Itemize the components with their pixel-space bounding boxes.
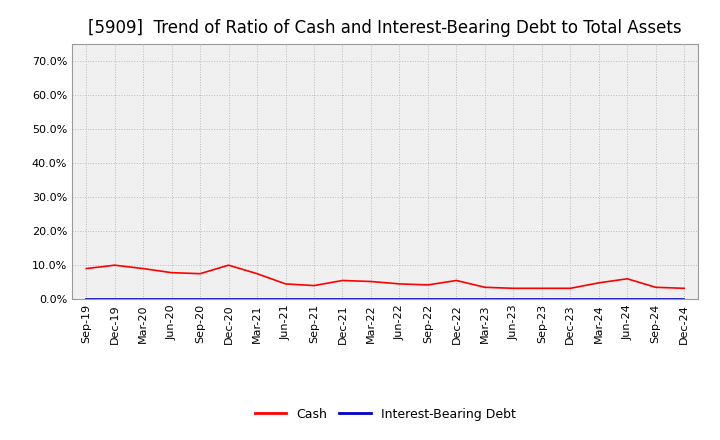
Cash (623, 276, 631, 282)
Interest-Bearing Debt (225, 297, 233, 302)
Interest-Bearing Debt (253, 297, 261, 302)
Cash (167, 270, 176, 275)
Cash (537, 286, 546, 291)
Interest-Bearing Debt (338, 297, 347, 302)
Interest-Bearing Debt (595, 297, 603, 302)
Cash (366, 279, 375, 284)
Interest-Bearing Debt (480, 297, 489, 302)
Interest-Bearing Debt (196, 297, 204, 302)
Cash (139, 266, 148, 271)
Interest-Bearing Debt (366, 297, 375, 302)
Interest-Bearing Debt (623, 297, 631, 302)
Interest-Bearing Debt (509, 297, 518, 302)
Interest-Bearing Debt (395, 297, 404, 302)
Interest-Bearing Debt (652, 297, 660, 302)
Cash (196, 271, 204, 276)
Cash (423, 282, 432, 288)
Cash (395, 281, 404, 286)
Interest-Bearing Debt (110, 297, 119, 302)
Interest-Bearing Debt (452, 297, 461, 302)
Cash (509, 286, 518, 291)
Interest-Bearing Debt (310, 297, 318, 302)
Cash (253, 271, 261, 276)
Cash (566, 286, 575, 291)
Cash (225, 263, 233, 268)
Title: [5909]  Trend of Ratio of Cash and Interest-Bearing Debt to Total Assets: [5909] Trend of Ratio of Cash and Intere… (89, 19, 682, 37)
Interest-Bearing Debt (537, 297, 546, 302)
Cash (452, 278, 461, 283)
Cash (310, 283, 318, 288)
Cash (282, 281, 290, 286)
Interest-Bearing Debt (680, 297, 688, 302)
Line: Cash: Cash (86, 265, 684, 288)
Interest-Bearing Debt (282, 297, 290, 302)
Cash (652, 285, 660, 290)
Interest-Bearing Debt (139, 297, 148, 302)
Cash (680, 286, 688, 291)
Legend: Cash, Interest-Bearing Debt: Cash, Interest-Bearing Debt (250, 403, 521, 425)
Cash (338, 278, 347, 283)
Cash (82, 266, 91, 271)
Cash (480, 285, 489, 290)
Interest-Bearing Debt (82, 297, 91, 302)
Interest-Bearing Debt (167, 297, 176, 302)
Cash (595, 280, 603, 286)
Cash (110, 263, 119, 268)
Interest-Bearing Debt (566, 297, 575, 302)
Interest-Bearing Debt (423, 297, 432, 302)
